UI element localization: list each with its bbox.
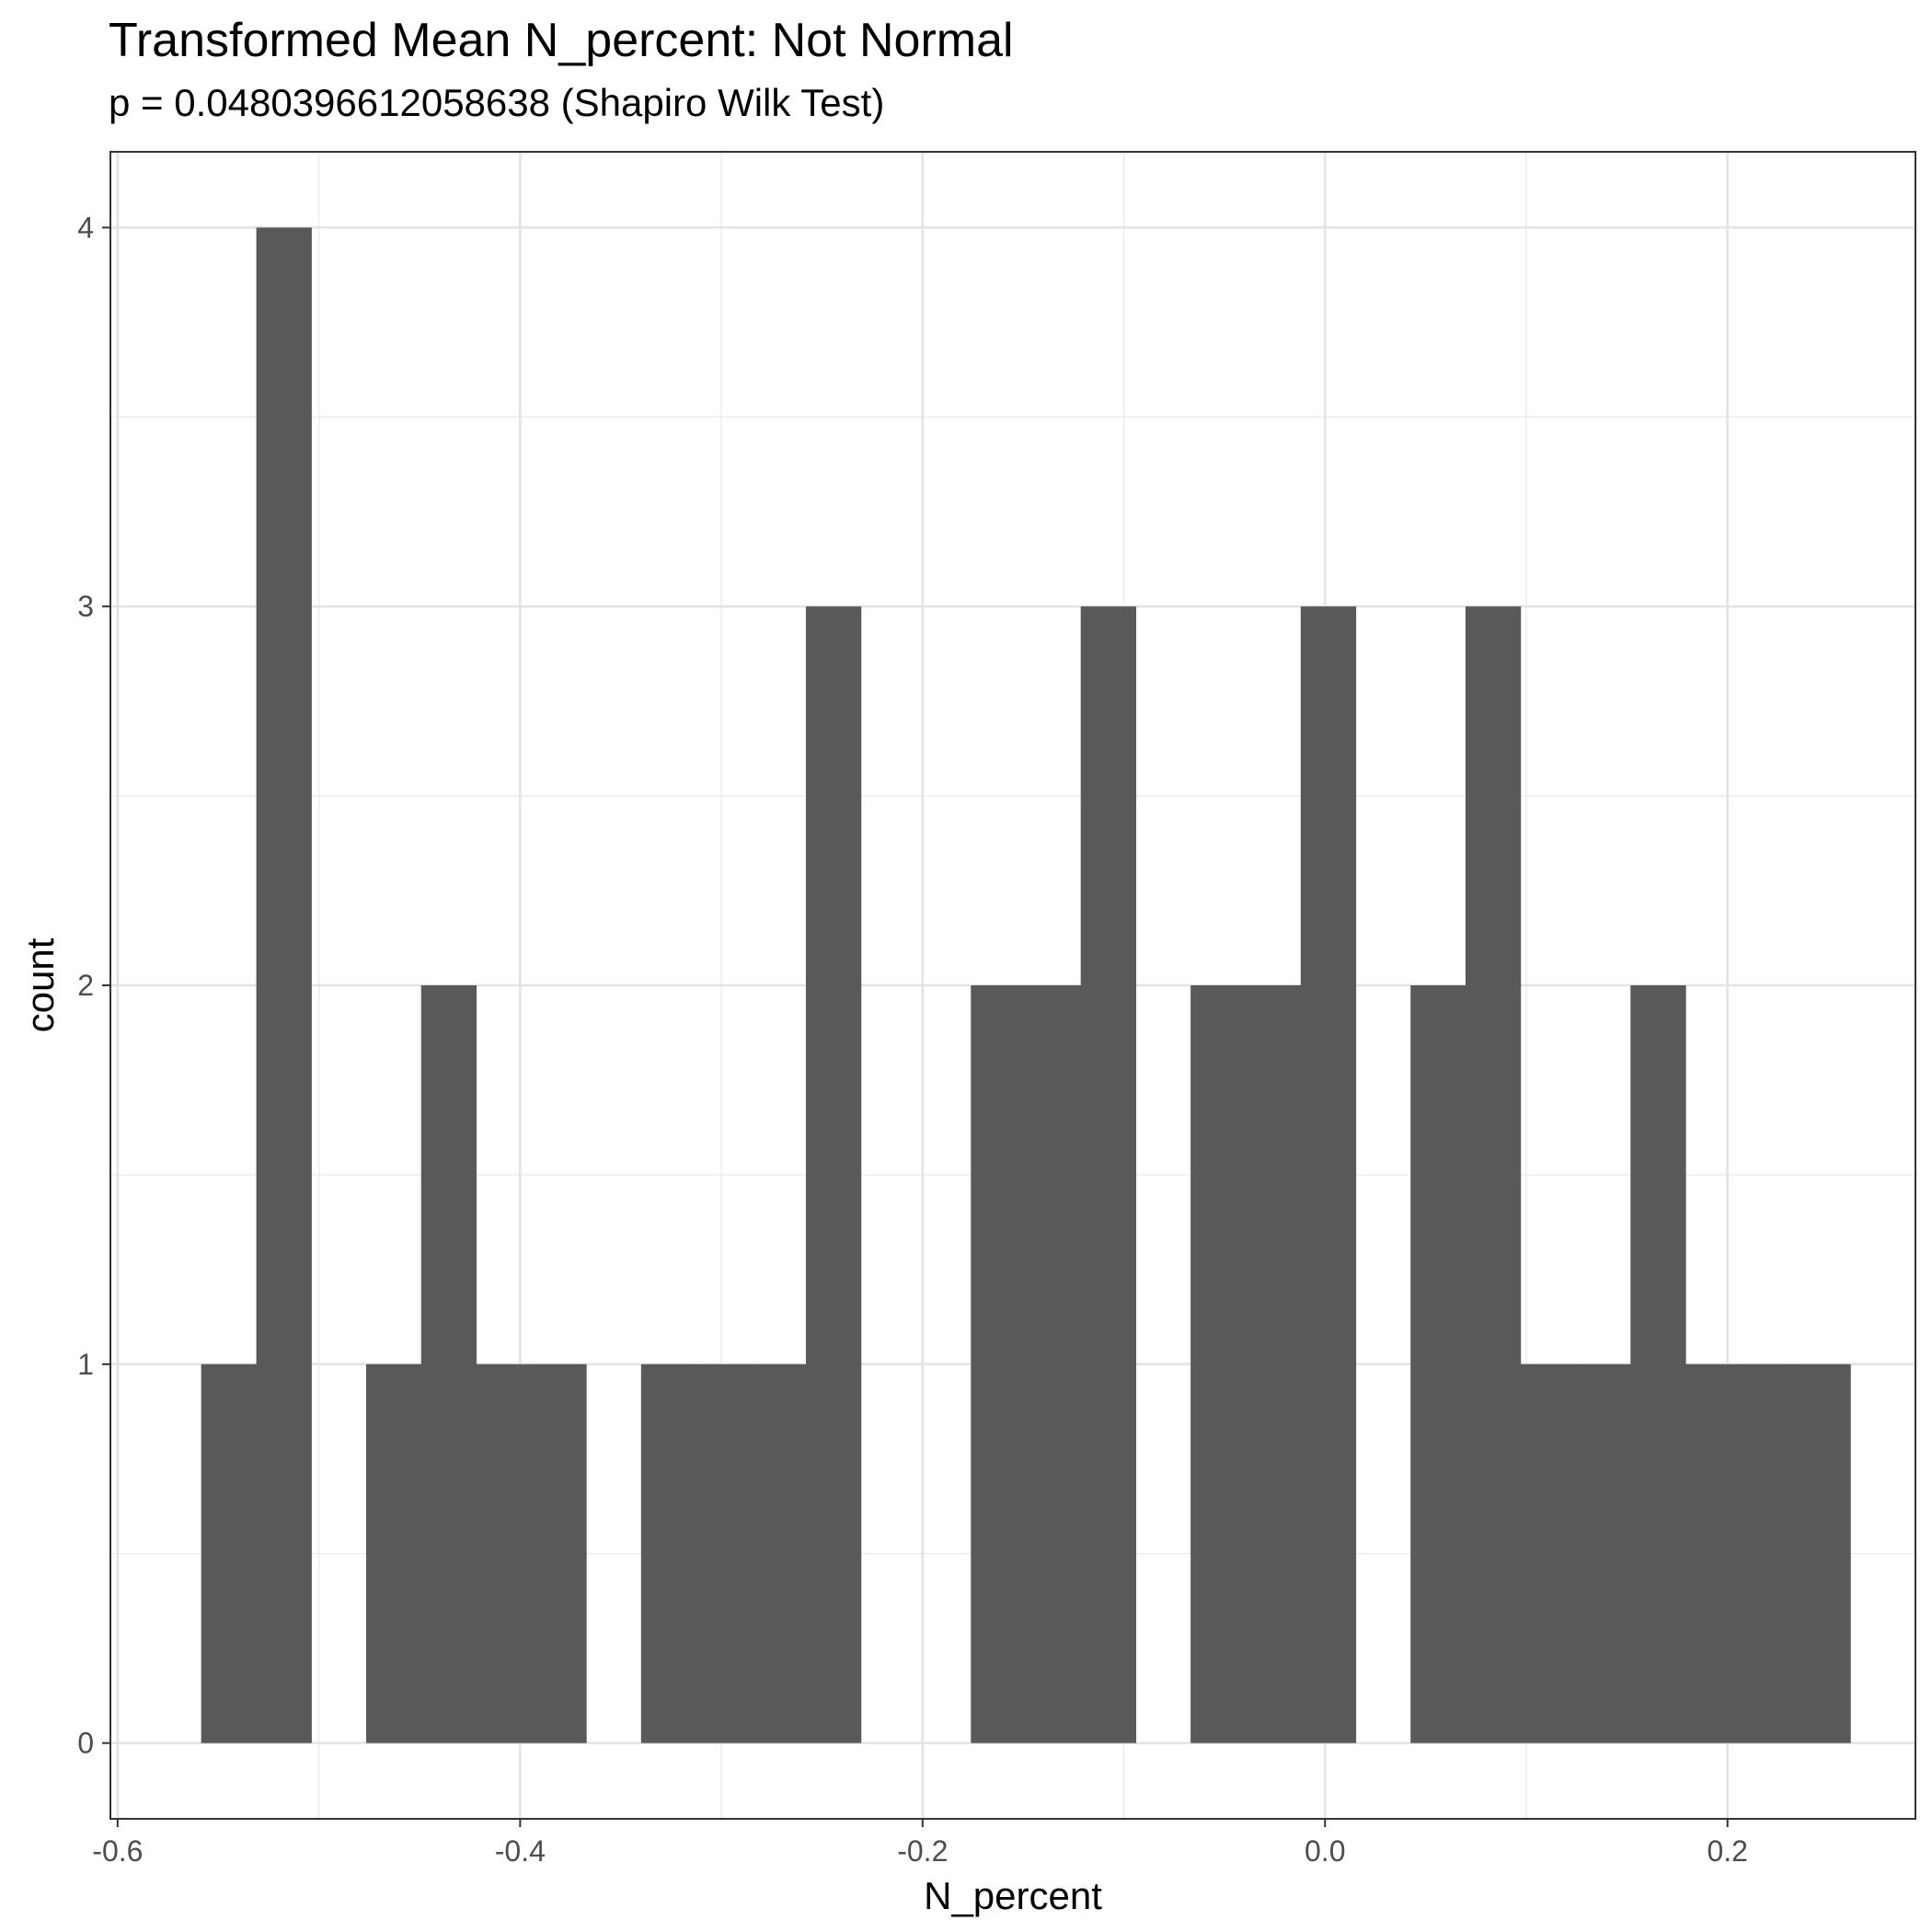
x-axis-ticks: -0.6 -0.4 -0.2 0.0 0.2 <box>92 1819 1748 1868</box>
x-axis-title: N_percent <box>924 1874 1102 1917</box>
histogram-bar <box>751 1363 807 1743</box>
histogram-bar <box>696 1363 752 1743</box>
histogram-bar <box>971 985 1027 1743</box>
y-axis-title: count <box>18 937 62 1032</box>
x-tick-label: 0.2 <box>1707 1834 1747 1868</box>
chart-title: Transformed Mean N_percent: Not Normal <box>109 14 1014 67</box>
histogram-bar <box>201 1363 258 1743</box>
histogram-bar <box>1245 985 1302 1743</box>
histogram-bar <box>1465 606 1522 1743</box>
histogram-bar <box>1630 985 1686 1743</box>
histogram-bar <box>1740 1363 1797 1743</box>
histogram-bar <box>476 1363 532 1743</box>
histogram-bar <box>1190 985 1247 1743</box>
histogram-bar <box>420 985 477 1743</box>
y-tick-label: 4 <box>77 211 94 244</box>
histogram-bar <box>1410 985 1466 1743</box>
y-tick-label: 3 <box>77 590 94 623</box>
histogram-bar <box>366 1363 422 1743</box>
histogram-bar <box>531 1363 587 1743</box>
x-tick-label: -0.4 <box>495 1834 546 1868</box>
histogram-bar <box>1575 1363 1631 1743</box>
x-tick-label: -0.6 <box>92 1834 143 1868</box>
y-tick-label: 2 <box>77 969 94 1002</box>
histogram-bars <box>201 227 1851 1743</box>
histogram-bar <box>805 606 862 1743</box>
y-axis-ticks: 0 1 2 3 4 <box>77 211 110 1760</box>
histogram-bar <box>1300 606 1357 1743</box>
histogram-bar <box>1685 1363 1742 1743</box>
y-tick-label: 0 <box>77 1727 94 1760</box>
x-tick-label: -0.2 <box>897 1834 948 1868</box>
histogram-bar <box>1520 1363 1577 1743</box>
chart-subtitle: p = 0.0480396612058638 (Shapiro Wilk Tes… <box>109 81 885 124</box>
histogram-bar <box>1025 985 1082 1743</box>
histogram-bar <box>1795 1363 1851 1743</box>
histogram-bar <box>1080 606 1137 1743</box>
histogram-bar <box>256 227 312 1743</box>
histogram-bar <box>640 1363 697 1743</box>
x-tick-label: 0.0 <box>1305 1834 1345 1868</box>
y-tick-label: 1 <box>77 1348 94 1381</box>
